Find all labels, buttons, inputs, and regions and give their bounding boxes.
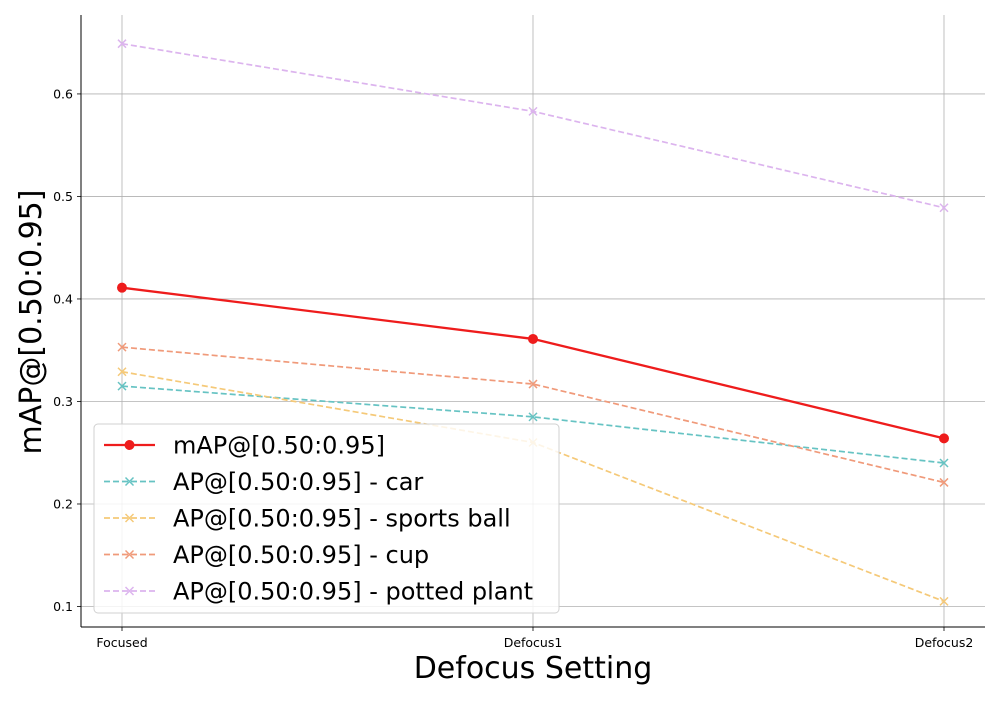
legend: mAP@[0.50:0.95] AP@[0.50:0.95] - car AP@[0…	[93, 423, 560, 614]
data-point	[117, 381, 127, 391]
legend-marker	[124, 476, 135, 487]
marker-stroke	[117, 367, 127, 377]
marker-stroke	[124, 513, 135, 523]
legend-marker	[124, 513, 135, 523]
data-point	[939, 458, 949, 468]
data-point	[117, 342, 127, 352]
legend-label: AP@[0.50:0.95] - cup	[173, 541, 429, 569]
legend-marker	[124, 440, 135, 450]
data-point	[939, 203, 949, 213]
y-tick-label: 0.2	[53, 496, 73, 511]
legend-entry-3: AP@[0.50:0.95] - cup	[104, 541, 429, 569]
marker-stroke	[117, 381, 127, 391]
x-tick-label: Focused	[96, 635, 147, 650]
legend-label: AP@[0.50:0.95] - sports ball	[173, 505, 511, 533]
data-point	[117, 282, 127, 293]
data-point	[117, 39, 127, 49]
series-line	[121, 385, 945, 464]
marker-stroke	[124, 586, 135, 596]
legend-entry-2: AP@[0.50:0.95] - sports ball	[104, 505, 511, 533]
legend-marker	[124, 586, 135, 596]
data-point	[528, 106, 538, 116]
legend-label: AP@[0.50:0.95] - car	[173, 468, 423, 496]
y-tick-label: 0.3	[53, 394, 73, 409]
marker-stroke	[117, 39, 127, 49]
data-point	[528, 379, 538, 389]
series-line	[121, 346, 945, 484]
x-tick-label: Defocus1	[504, 635, 563, 650]
tick-labels: Focused Defocus1 Defocus2 0.1 0.2 0.3 0.4 0.5 0.…	[53, 86, 973, 650]
y-tick-label: 0.6	[53, 86, 73, 101]
x-axis-title: Defocus Setting	[414, 651, 653, 686]
y-tick-label: 0.4	[53, 291, 73, 306]
legend-entry-0: mAP@[0.50:0.95]	[104, 432, 385, 460]
marker-stroke	[124, 476, 135, 487]
data-point	[939, 433, 949, 444]
data-point	[528, 333, 538, 344]
series-3	[117, 342, 949, 487]
data-point	[939, 596, 949, 606]
marker-stroke	[528, 106, 538, 116]
data-point	[939, 477, 949, 487]
legend-marker	[124, 549, 135, 560]
legend-entry-4: AP@[0.50:0.95] - potted plant	[104, 578, 533, 606]
series-0	[117, 282, 949, 444]
marker-stroke	[124, 549, 135, 560]
data-point	[528, 412, 538, 422]
legend-label: AP@[0.50:0.95] - potted plant	[173, 578, 533, 606]
marker-stroke	[939, 203, 949, 213]
y-tick-label: 0.1	[53, 599, 73, 614]
series-4	[117, 39, 949, 213]
y-axis-title: mAP@[0.50:0.95]	[14, 190, 49, 455]
series-1	[117, 381, 949, 468]
legend-label: mAP@[0.50:0.95]	[173, 432, 385, 460]
marker-stroke	[528, 412, 538, 422]
legend-box	[93, 423, 560, 614]
x-tick-label: Defocus2	[915, 635, 974, 650]
data-point	[117, 367, 127, 377]
legend-entry-1: AP@[0.50:0.95] - car	[104, 468, 423, 496]
axes	[77, 15, 985, 631]
marker-stroke	[528, 379, 538, 389]
marker-stroke	[939, 596, 949, 606]
marker-stroke	[117, 342, 127, 352]
y-tick-label: 0.5	[53, 189, 73, 204]
marker-stroke	[939, 477, 949, 487]
marker-stroke	[939, 458, 949, 468]
